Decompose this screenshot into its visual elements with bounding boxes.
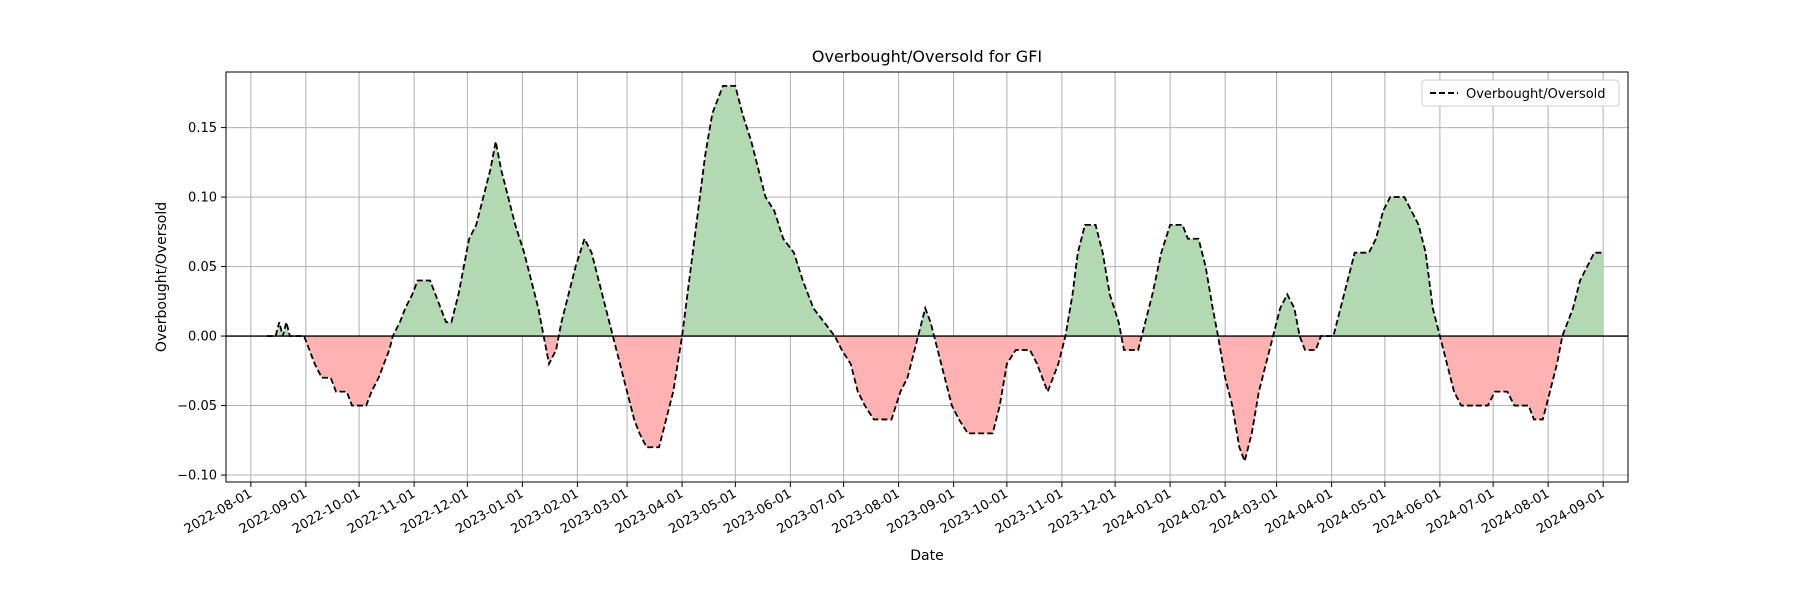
y-tick-label: −0.10 <box>177 469 217 484</box>
y-tick-label: 0.15 <box>188 121 217 136</box>
chart-title: Overbought/Oversold for GFI <box>812 47 1042 66</box>
area-fills <box>275 85 1604 462</box>
overbought-area <box>1562 252 1604 337</box>
y-axis-ticks: −0.10 −0.05 0.00 0.05 0.10 0.15 <box>177 121 226 484</box>
overbought-area <box>682 85 835 337</box>
oversold-area <box>612 336 683 448</box>
y-tick-label: 0.10 <box>188 191 217 206</box>
oversold-area <box>934 336 1066 434</box>
oversold-area <box>543 336 559 364</box>
overbought-area <box>1333 197 1440 337</box>
overbought-area <box>558 238 613 337</box>
y-tick-label: 0.00 <box>188 330 217 345</box>
legend-label: Overbought/Oversold <box>1466 87 1606 102</box>
y-axis-label: Overbought/Oversold <box>154 202 170 352</box>
x-axis-label: Date <box>910 548 943 564</box>
overbought-area <box>918 308 935 337</box>
y-tick-label: −0.05 <box>177 399 217 414</box>
overbought-area <box>1065 224 1122 337</box>
oversold-area <box>1299 336 1321 350</box>
oversold-area <box>1121 336 1142 350</box>
legend-box <box>1421 79 1620 107</box>
oversold-area <box>1439 336 1563 420</box>
legend: Overbought/Oversold <box>1421 79 1620 107</box>
oversold-area <box>304 336 393 406</box>
overbought-area <box>1273 294 1300 337</box>
plot-frame <box>225 71 1629 483</box>
overbought-area <box>1141 224 1219 337</box>
y-tick-label: 0.05 <box>188 260 217 275</box>
oversold-area <box>1218 336 1274 462</box>
series-line-overbought-oversold <box>266 84 1604 465</box>
